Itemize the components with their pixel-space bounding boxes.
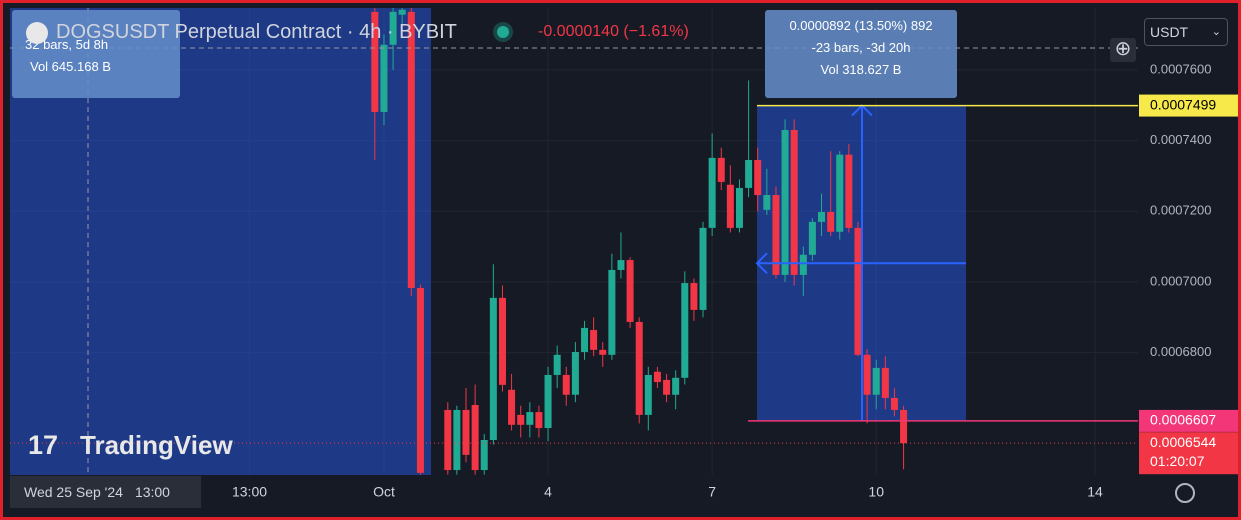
- candle-body: [508, 389, 516, 425]
- last-price-label: 0.0006544: [1150, 434, 1216, 450]
- currency-dropdown[interactable]: USDT ⌄: [1144, 18, 1228, 46]
- candle-body: [398, 9, 406, 15]
- price-change: -0.0000140 (−1.61%): [538, 23, 689, 40]
- candle-body: [854, 227, 862, 355]
- level-label: 0.0007499: [1150, 96, 1216, 112]
- candle-body: [471, 405, 479, 471]
- x-tick-label: Oct: [373, 484, 395, 500]
- symbol-title[interactable]: DOGSUSDT Perpetual Contract · 4h · BYBIT: [56, 21, 457, 43]
- candle-body: [726, 184, 734, 228]
- currency-label: USDT: [1150, 24, 1189, 40]
- candle-body: [562, 374, 570, 395]
- crosshair-date-text: Wed 25 Sep '24: [24, 484, 123, 500]
- level-label-box: [1139, 409, 1241, 432]
- status-dot: [497, 26, 509, 38]
- x-tick-label: 13:00: [232, 484, 267, 500]
- y-tick-label: 0.0007400: [1150, 132, 1211, 147]
- countdown: 01:20:07: [1150, 453, 1205, 469]
- candle-body: [708, 157, 716, 228]
- candle-body: [735, 187, 743, 228]
- candle-body: [635, 321, 643, 415]
- candle-body: [526, 412, 534, 425]
- tooltip-line: Vol 645.168 B: [30, 59, 111, 74]
- candle-body: [772, 195, 780, 275]
- y-tick-label: 0.0007600: [1150, 61, 1211, 76]
- candle-body: [745, 160, 753, 188]
- level-label: 0.0006607: [1150, 412, 1216, 428]
- candle-body: [808, 221, 816, 255]
- candle-body: [480, 440, 488, 471]
- crosshair-date: Wed 25 Sep '24 13:00: [10, 476, 201, 508]
- measure-tooltip: 0.0000892 (13.50%) 892 -23 bars, -3d 20h…: [765, 10, 957, 98]
- candle-body: [699, 227, 707, 310]
- candle-body: [781, 129, 789, 275]
- candle-body: [517, 414, 525, 425]
- y-tick-label: 0.0006800: [1150, 344, 1211, 359]
- candle-body: [690, 283, 698, 310]
- candle-body: [617, 260, 625, 270]
- candle-body: [608, 269, 616, 355]
- x-tick-label: 10: [868, 484, 884, 500]
- crosshair-time-text: 13:00: [134, 484, 170, 500]
- candle-body: [626, 260, 634, 322]
- candle-body: [845, 154, 853, 228]
- dropdown-caret: ⌄: [1211, 26, 1221, 38]
- candle-body: [581, 327, 589, 352]
- tooltip-line: Vol 318.627 B: [820, 62, 902, 77]
- x-tick-label: 4: [544, 484, 552, 500]
- add-button[interactable]: ⊕: [1110, 38, 1136, 62]
- candle-body: [799, 254, 807, 275]
- candle-body: [890, 397, 898, 410]
- settings-button[interactable]: [1175, 483, 1195, 503]
- candle-body: [462, 409, 470, 455]
- candle-body: [571, 351, 579, 395]
- tooltip-line: 32 bars, 5d 8h: [25, 37, 109, 52]
- candle-body: [489, 297, 497, 441]
- candle-body: [763, 195, 771, 210]
- candle-body: [827, 211, 835, 232]
- candle-body: [717, 157, 725, 182]
- candle-body: [444, 409, 452, 471]
- candle-body: [553, 354, 561, 375]
- price-axis: [1138, 8, 1241, 478]
- last-price-box: [1139, 432, 1241, 475]
- candle-body: [371, 11, 379, 112]
- watermark: TradingView: [80, 430, 233, 460]
- level-label-box: [1139, 94, 1241, 117]
- tooltip-line: -23 bars, -3d 20h: [811, 40, 911, 55]
- y-tick-label: 0.0007200: [1150, 203, 1211, 218]
- candle-body: [544, 374, 552, 428]
- x-tick-label: 14: [1087, 484, 1103, 500]
- candle-body: [590, 330, 598, 350]
- x-tick-label: 7: [708, 484, 716, 500]
- candle-body: [653, 371, 661, 383]
- candle-body: [453, 409, 461, 471]
- candle-body: [407, 11, 415, 288]
- candle-body: [380, 44, 388, 112]
- candle-body: [881, 367, 889, 398]
- candle-body: [389, 11, 397, 45]
- candle-body: [535, 412, 543, 428]
- candle-body: [599, 349, 607, 355]
- candle-body: [663, 379, 671, 395]
- candle-body: [644, 374, 652, 415]
- candle-body: [818, 211, 826, 222]
- candle-body: [416, 287, 424, 473]
- candle-body: [790, 129, 798, 275]
- candle-body: [681, 283, 689, 378]
- candle-body: [863, 354, 871, 395]
- tooltip-line: 0.0000892 (13.50%) 892: [789, 18, 933, 33]
- candle-body: [498, 297, 506, 385]
- watermark-logo: 17: [28, 430, 59, 460]
- candle-body: [754, 160, 762, 196]
- candle-body: [836, 154, 844, 232]
- symbol-icon: [26, 22, 48, 44]
- candle-body: [672, 377, 680, 395]
- y-tick-label: 0.0007000: [1150, 273, 1211, 288]
- candle-body: [900, 409, 908, 444]
- candle-body: [872, 367, 880, 395]
